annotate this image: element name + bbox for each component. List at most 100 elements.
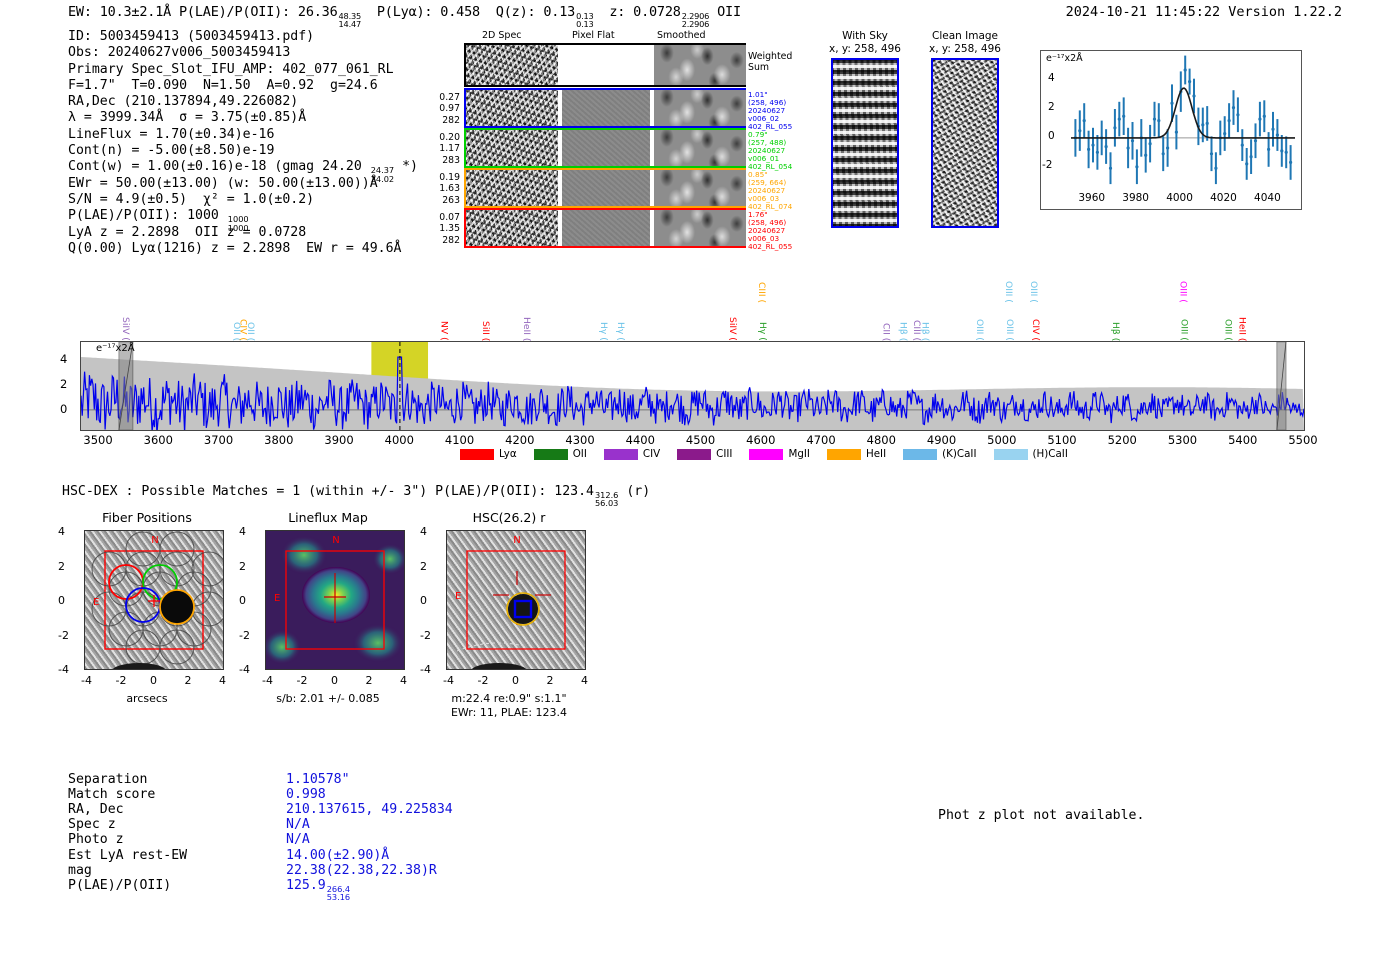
emission-line-legend: Lyα OII CIV CIII MgII HeII (K)CaII (H)CaII [460, 448, 1068, 460]
hsc-plae-upper: 312.6 [594, 490, 619, 500]
legend-swatch [993, 448, 1028, 460]
emission-label: CII ( [880, 322, 892, 341]
zoom-plot-unit-note: e⁻¹⁷x2Å [1046, 53, 1083, 64]
main-xtick: 4800 [866, 433, 896, 447]
info-line-13: Q(0.00) Lyα(1216) z = 2.2898 EW r = 49.6… [68, 240, 402, 256]
header-z: z: 0.0728 [609, 4, 681, 20]
clean-image-thumbnail: Clean Image x, y: 258, 496 [915, 30, 1015, 228]
legend-swatch [603, 448, 638, 460]
plae-lower: 14.47 [338, 19, 362, 30]
panel-ytick: 4 [58, 525, 65, 538]
emission-label: Hβ ( [919, 321, 931, 341]
row-pixelflat-image [562, 90, 650, 126]
emission-label: OIII ( [1222, 319, 1234, 341]
panel-ytick: -2 [58, 628, 69, 642]
hsc-r-panel: HSC(26.2) r N E m:22.4 re:0.9" s:1.1" EW… [424, 510, 594, 719]
match-value: N/A [286, 832, 310, 848]
row-pixelflat-image [562, 170, 650, 206]
legend-label: MgII [788, 448, 810, 460]
svg-text:E: E [274, 593, 280, 604]
fiber-positions-xlabel: arcsecs [126, 692, 168, 705]
row-stat-numbers: 0.27 0.97 282 [439, 92, 460, 126]
legend-item: HeII [826, 448, 886, 460]
match-value: 14.00(±2.90)Å [286, 847, 390, 863]
z-upper: 2.2906 [681, 11, 710, 21]
lineflux-map-title: Lineflux Map [288, 510, 368, 525]
col-title-2dspec: 2D Spec [482, 30, 522, 41]
main-spectrum-plot: SiIV (OII (CIV (OII (NV (SiII (HeII (Hγ … [60, 275, 1318, 465]
hsc-r-image: N E [446, 530, 586, 670]
panel-xtick: -2 [296, 674, 308, 687]
row-stat-numbers: 0.19 1.63 263 [439, 172, 460, 206]
match-key: Est LyA rest-EW [68, 847, 188, 863]
main-xtick: 4700 [806, 433, 836, 447]
emission-label: OIII ( [1003, 319, 1015, 341]
z-lower: 2.2906 [681, 19, 710, 30]
weighted-sum-2dspec-image [466, 45, 558, 85]
match-value: 22.38(22.38,22.38)R [286, 862, 437, 878]
main-xtick: 3900 [324, 433, 354, 447]
main-xtick: 5500 [1288, 433, 1318, 447]
panel-xtick: 4 [581, 674, 588, 687]
weighted-sum-pixelflat-image [562, 45, 650, 85]
lineflux-map-xlabel: s/b: 2.01 +/- 0.085 [276, 692, 380, 705]
panel-xtick: -2 [477, 674, 489, 687]
info-line-8: Cont(w) = 1.00(±0.16)e-18 (gmag 24.20 24… [68, 159, 418, 184]
main-xtick: 5300 [1167, 433, 1198, 447]
fiber-positions-image: N E [84, 530, 224, 670]
emission-label: Hγ ( [614, 322, 626, 341]
spec2d-row: 0.19 1.63 263 0.85" (259, 664) 20240627 v… [439, 168, 792, 211]
spec2d-panel-group: 2D Spec Pixel Flat Smoothed Weighted Sum… [430, 30, 792, 258]
row-2dspec-image [466, 170, 558, 206]
panel-ytick: 0 [239, 594, 246, 607]
header-plya: P(Lyα): 0.458 [376, 4, 480, 20]
lineflux-map-overlay: N E [266, 531, 404, 669]
emission-label: HeII ( [1236, 316, 1248, 342]
row-smoothed-image [654, 130, 746, 166]
legend-label: Lyα [499, 448, 517, 460]
emission-label: CIII ( [755, 281, 767, 303]
panel-xtick: 2 [546, 674, 554, 687]
match-plae-errors: 266.4 53.16 [326, 883, 351, 903]
legend-swatch [749, 448, 784, 460]
match-key: Photo z [68, 832, 124, 848]
zoom-xtick: 4020 [1210, 192, 1237, 204]
info-line-5: λ = 3999.34Å σ = 3.75(±0.85)Å [68, 110, 307, 126]
zoom-ytick: -2 [1042, 158, 1053, 171]
main-xtick: 4500 [685, 433, 716, 447]
hsc-header-text: HSC-DEX : Possible Matches = 1 (within +… [62, 484, 594, 499]
weighted-sum-label: Weighted Sum [748, 51, 793, 73]
timestamp-version: 2024-10-21 11:45:22 Version 1.22.2 [1065, 4, 1342, 20]
match-value: 125.9 266.4 53.16 [286, 877, 351, 903]
z-errors: 2.2906 2.2906 [681, 11, 710, 30]
svg-text:N: N [332, 535, 339, 546]
panel-ytick: 2 [420, 559, 427, 573]
main-xtick: 4100 [444, 433, 475, 447]
fiber-positions-title: Fiber Positions [102, 510, 192, 525]
hsc-dex-header: HSC-DEX : Possible Matches = 1 (within +… [62, 484, 650, 508]
emission-label: CIV ( [237, 319, 249, 341]
emission-label: SiIV ( [120, 317, 132, 341]
qz-errors: 0.13 0.13 [576, 12, 594, 30]
with-sky-coords: x, y: 258, 496 [829, 43, 901, 55]
zoom-ytick: 0 [1048, 129, 1055, 142]
panel-ytick: -4 [239, 663, 250, 676]
header-species: OII [717, 4, 741, 20]
qz-lower: 0.13 [576, 19, 594, 30]
match-value: 0.998 [286, 787, 326, 803]
col-title-pixelflat: Pixel Flat [572, 30, 615, 41]
hsc-r-xlabel2: EWr: 11, PLAE: 123.4 [450, 706, 568, 719]
emission-label: HeII ( [520, 316, 532, 342]
panel-xtick: -4 [262, 674, 273, 687]
main-xtick: 3500 [83, 433, 113, 447]
main-xtick: 4000 [384, 433, 414, 447]
main-xtick: 3800 [264, 433, 294, 447]
row-2dspec-image [466, 210, 558, 246]
main-spectrum-axes [80, 341, 1305, 431]
legend-swatch [903, 448, 938, 460]
zoom-xtick: 4040 [1254, 192, 1281, 204]
main-xtick: 4300 [565, 433, 595, 447]
panel-ytick: -2 [239, 628, 250, 642]
info-line-6: LineFlux = 1.70(±0.34)e-16 [68, 126, 275, 142]
legend-item: (H)CaII [993, 448, 1068, 460]
